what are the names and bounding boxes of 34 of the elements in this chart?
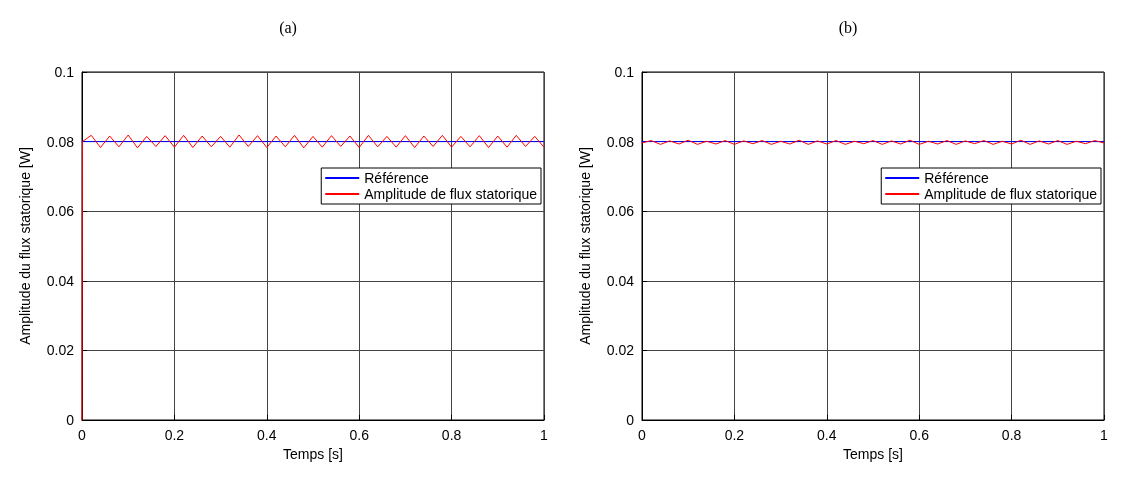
y-tick-label: 0.02 bbox=[606, 342, 635, 359]
x-tick-label: 0.4 bbox=[257, 427, 277, 443]
legend-label: Référence bbox=[924, 170, 990, 186]
x-axis-title: Temps [s] bbox=[283, 445, 343, 462]
y-tick-label: 0 bbox=[66, 412, 75, 428]
y-tick-label: 0.1 bbox=[614, 64, 635, 80]
legend-label: Amplitude de flux statorique bbox=[924, 186, 1098, 202]
chart-title: (a) bbox=[279, 18, 297, 37]
legend-label: Amplitude de flux statorique bbox=[364, 186, 538, 202]
y-axis-title: Amplitude du flux statorique [W] bbox=[17, 147, 33, 345]
x-tick-label: 0.2 bbox=[164, 427, 185, 443]
y-tick-label: 0.04 bbox=[606, 272, 635, 289]
legend-label: Référence bbox=[364, 170, 430, 186]
x-tick-label: 0.6 bbox=[909, 427, 930, 443]
y-axis-title: Amplitude du flux statorique [W] bbox=[577, 147, 593, 345]
chart-title: (b) bbox=[838, 18, 858, 37]
x-axis-title: Temps [s] bbox=[843, 445, 903, 462]
x-tick-label: 0 bbox=[638, 427, 647, 443]
y-tick-label: 0.08 bbox=[606, 133, 635, 150]
x-tick-label: 0.8 bbox=[1001, 427, 1022, 443]
y-tick-label: 0.1 bbox=[54, 64, 75, 80]
y-tick-label: 0.04 bbox=[46, 272, 75, 289]
y-tick-label: 0.02 bbox=[46, 342, 75, 359]
x-tick-label: 0.4 bbox=[817, 427, 837, 443]
x-tick-label: 1 bbox=[540, 427, 549, 443]
y-tick-label: 0.06 bbox=[46, 203, 75, 220]
x-tick-label: 0.6 bbox=[349, 427, 370, 443]
x-tick-label: 0.8 bbox=[441, 427, 462, 443]
y-tick-label: 0.08 bbox=[46, 133, 75, 150]
x-tick-label: 1 bbox=[1100, 427, 1109, 443]
x-tick-label: 0.2 bbox=[724, 427, 745, 443]
x-tick-label: 0 bbox=[78, 427, 87, 443]
y-tick-label: 0.06 bbox=[606, 203, 635, 220]
y-tick-label: 0 bbox=[626, 412, 635, 428]
